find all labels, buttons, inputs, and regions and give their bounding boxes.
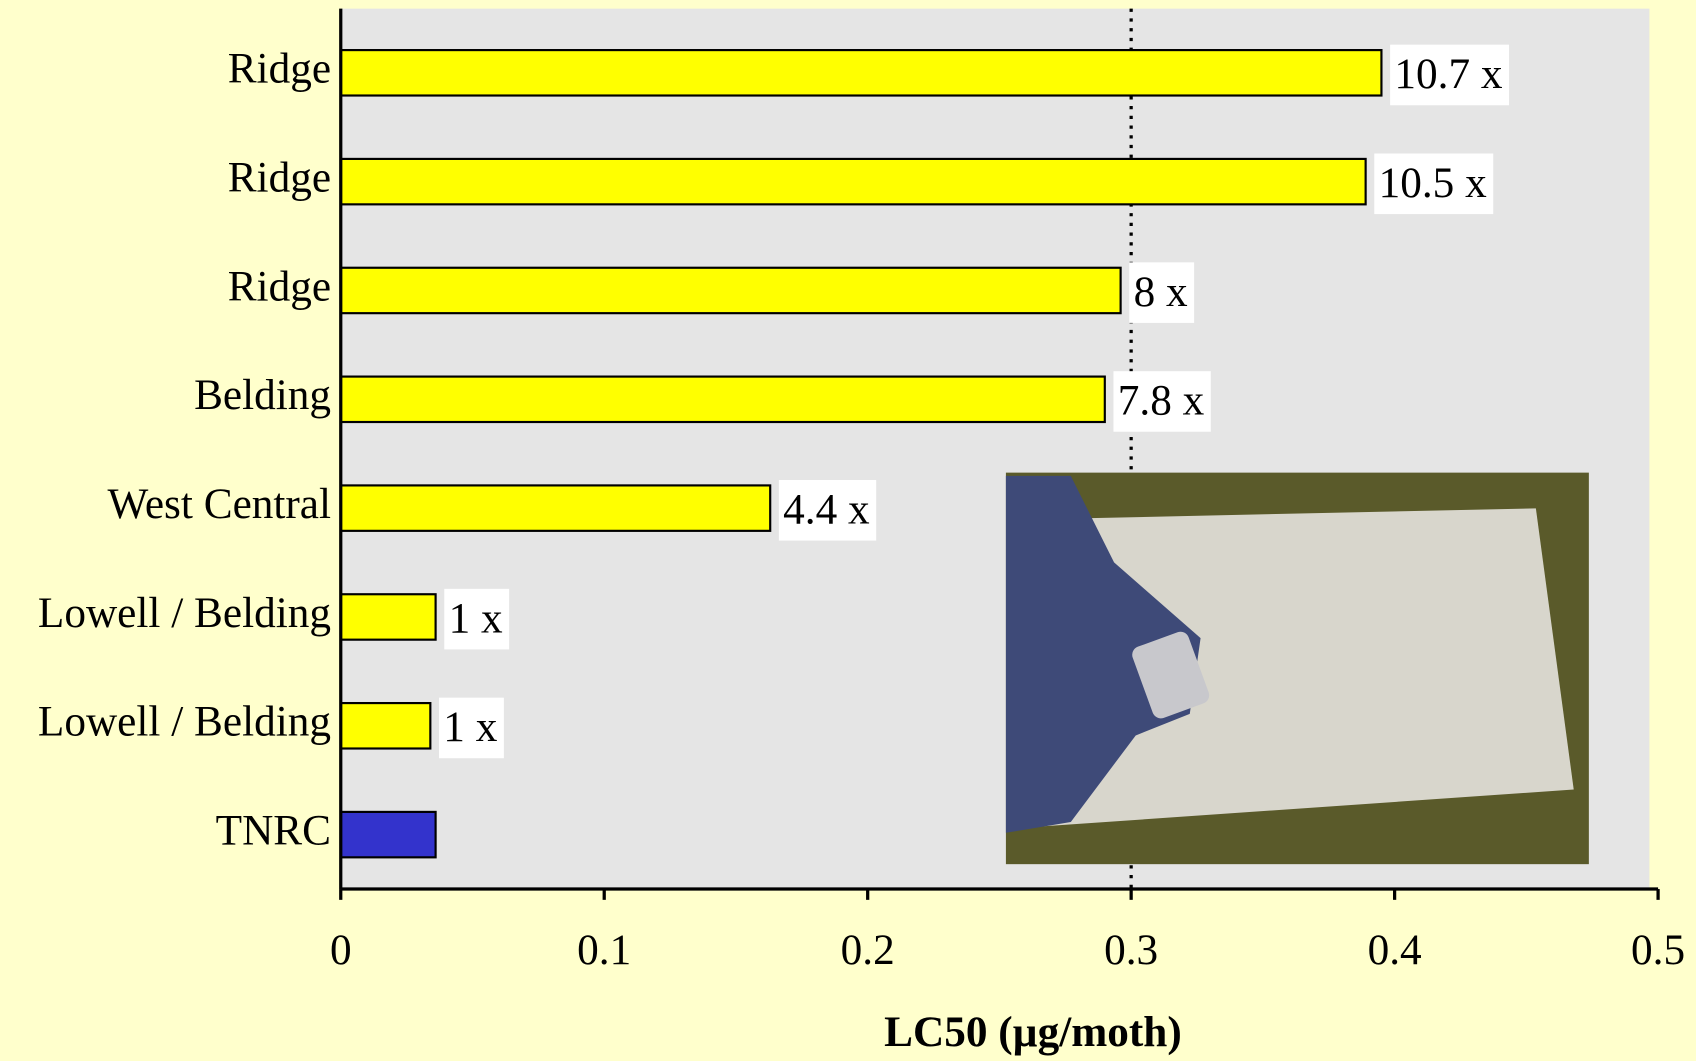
chart: 10.7 x 10.5 x 8 x 7.8 x 4.4 x 1 x 1 x LC50 (µg… xyxy=(0,0,1696,1061)
bar xyxy=(341,703,431,748)
category-label: Belding xyxy=(194,371,331,419)
ratio-label: 1 x xyxy=(449,594,503,642)
x-tick-label: 0.5 xyxy=(1631,926,1685,974)
category-label: TNRC xyxy=(216,807,331,855)
category-label: Ridge xyxy=(228,45,331,93)
bar xyxy=(341,377,1105,422)
x-tick-label: 0 xyxy=(330,926,352,974)
page: {"chart_data": {"type": "bar", "orientat… xyxy=(0,0,1696,1061)
bar xyxy=(341,812,436,857)
category-label: Lowell / Belding xyxy=(38,698,331,746)
x-tick-label: 0.2 xyxy=(841,926,895,974)
ratio-label: 10.5 x xyxy=(1379,159,1488,207)
category-label: Ridge xyxy=(228,262,331,310)
ratio-label: 1 x xyxy=(443,703,497,751)
category-label: Lowell / Belding xyxy=(38,589,331,637)
x-tick-label: 0.1 xyxy=(577,926,631,974)
x-tick-label: 0.4 xyxy=(1368,926,1422,974)
bar xyxy=(341,50,1382,95)
ratio-label: 10.7 x xyxy=(1394,50,1503,98)
x-tick-label: 0.3 xyxy=(1104,926,1158,974)
x-axis-title: LC50 (µg/moth) xyxy=(884,1008,1182,1056)
inset-photo xyxy=(1006,473,1589,865)
category-label: West Central xyxy=(108,480,332,528)
category-label: Ridge xyxy=(228,154,331,202)
ratio-label: 8 x xyxy=(1134,268,1188,316)
ratio-label: 4.4 x xyxy=(783,485,870,533)
bar xyxy=(341,594,436,639)
ratio-label: 7.8 x xyxy=(1118,377,1205,425)
bar xyxy=(341,268,1121,313)
bar xyxy=(341,159,1366,204)
bar xyxy=(341,485,770,530)
